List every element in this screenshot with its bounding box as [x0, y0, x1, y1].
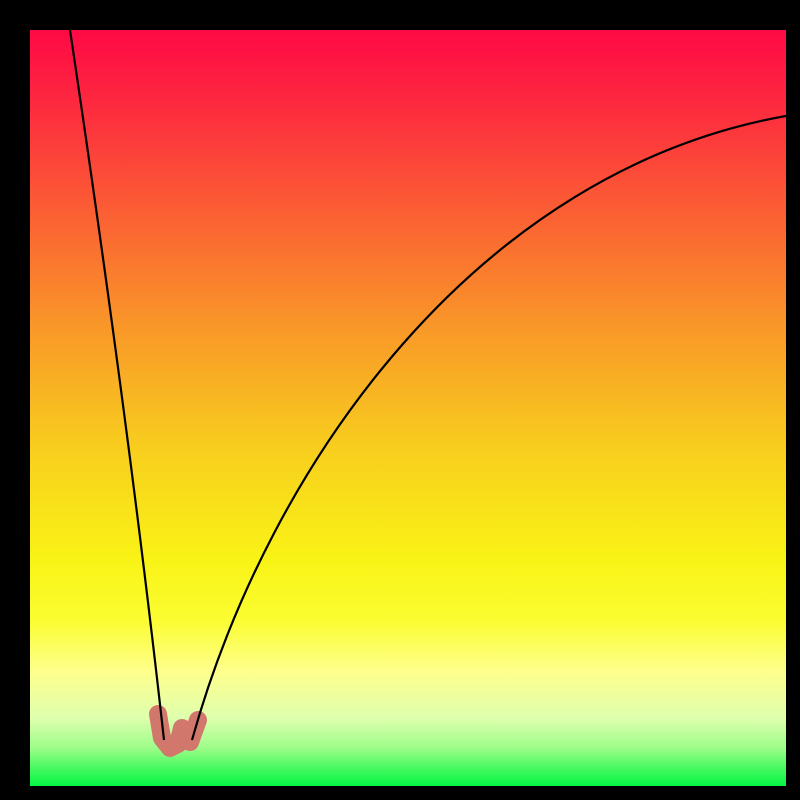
chart-svg	[0, 0, 800, 800]
chart-frame: TheBottleneck.com	[0, 0, 800, 800]
gradient-background	[30, 30, 786, 786]
chart-border	[0, 0, 800, 30]
chart-border	[0, 786, 800, 800]
chart-border	[786, 0, 800, 800]
chart-border	[0, 0, 30, 800]
